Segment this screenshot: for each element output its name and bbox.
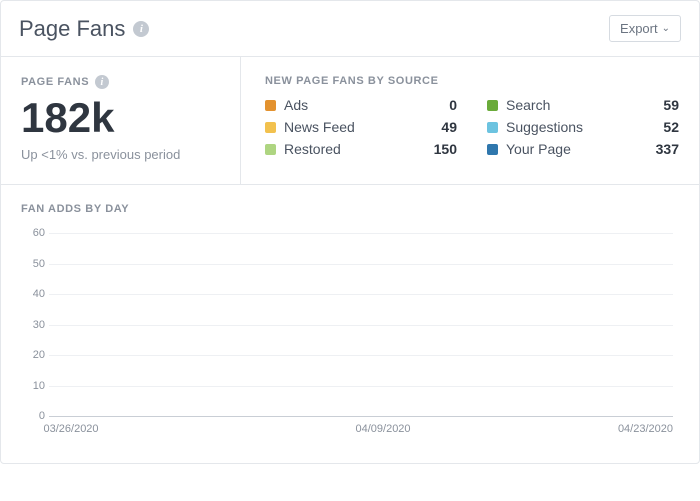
chart-y-tick: 60 (21, 227, 45, 239)
source-value: 337 (641, 141, 679, 157)
legend-swatch (265, 100, 276, 111)
chart-gridline (49, 233, 673, 234)
chart-gridline (49, 294, 673, 295)
panel-header: Page Fans i Export ⌄ (1, 1, 699, 57)
info-icon[interactable]: i (95, 75, 109, 89)
summary-row: PAGE FANS i 182k Up <1% vs. previous per… (1, 57, 699, 185)
source-value: 49 (419, 119, 457, 135)
legend-swatch (265, 122, 276, 133)
chart-y-tick: 20 (21, 349, 45, 361)
source-name: Restored (284, 141, 411, 157)
chart-x-axis: 03/26/202004/09/202004/23/2020 (49, 423, 673, 443)
page-fans-panel: Page Fans i Export ⌄ PAGE FANS i 182k Up… (0, 0, 700, 464)
legend-swatch (487, 100, 498, 111)
chart-section-label: FAN ADDS BY DAY (21, 203, 679, 215)
chart-x-tick: 03/26/2020 (43, 423, 98, 435)
source-row: News Feed 49 (265, 119, 457, 135)
chart-gridline (49, 386, 673, 387)
total-fans-delta: Up <1% vs. previous period (21, 147, 220, 162)
source-name: Ads (284, 97, 411, 113)
source-row: Suggestions 52 (487, 119, 679, 135)
source-name: Search (506, 97, 633, 113)
total-section-label: PAGE FANS i (21, 75, 220, 89)
source-row: Your Page 337 (487, 141, 679, 157)
info-icon[interactable]: i (133, 21, 149, 37)
source-row: Search 59 (487, 97, 679, 113)
chart-gridline (49, 355, 673, 356)
chart-gridline (49, 325, 673, 326)
total-label-text: PAGE FANS (21, 76, 89, 88)
source-name: Your Page (506, 141, 633, 157)
legend-swatch (487, 144, 498, 155)
page-title: Page Fans i (19, 16, 149, 42)
chart-y-tick: 40 (21, 288, 45, 300)
source-name: News Feed (284, 119, 411, 135)
total-fans-block: PAGE FANS i 182k Up <1% vs. previous per… (1, 57, 241, 184)
legend-swatch (487, 122, 498, 133)
sources-section-label: NEW PAGE FANS BY SOURCE (265, 75, 679, 87)
chart-x-tick: 04/09/2020 (355, 423, 410, 435)
chart-y-tick: 50 (21, 258, 45, 270)
source-value: 59 (641, 97, 679, 113)
sources-grid: Ads 0 Search 59 News Feed 49 Suggestions 52 Rest… (265, 97, 679, 157)
chevron-down-icon: ⌄ (662, 23, 670, 34)
chart-block: FAN ADDS BY DAY 0102030405060 03/26/2020… (1, 185, 699, 463)
chart-x-tick: 04/23/2020 (618, 423, 673, 435)
source-row: Restored 150 (265, 141, 457, 157)
chart-plot-area: 0102030405060 (49, 233, 673, 417)
source-value: 52 (641, 119, 679, 135)
source-value: 150 (419, 141, 457, 157)
sources-block: NEW PAGE FANS BY SOURCE Ads 0 Search 59 News… (241, 57, 699, 184)
source-row: Ads 0 (265, 97, 457, 113)
export-label: Export (620, 21, 658, 36)
source-value: 0 (419, 97, 457, 113)
total-fans-value: 182k (21, 97, 220, 139)
title-text: Page Fans (19, 16, 125, 42)
export-button[interactable]: Export ⌄ (609, 15, 681, 42)
source-name: Suggestions (506, 119, 633, 135)
chart-gridline (49, 264, 673, 265)
fan-adds-chart: 0102030405060 03/26/202004/09/202004/23/… (49, 233, 673, 443)
legend-swatch (265, 144, 276, 155)
chart-y-tick: 0 (21, 410, 45, 422)
chart-y-tick: 30 (21, 319, 45, 331)
chart-y-tick: 10 (21, 380, 45, 392)
